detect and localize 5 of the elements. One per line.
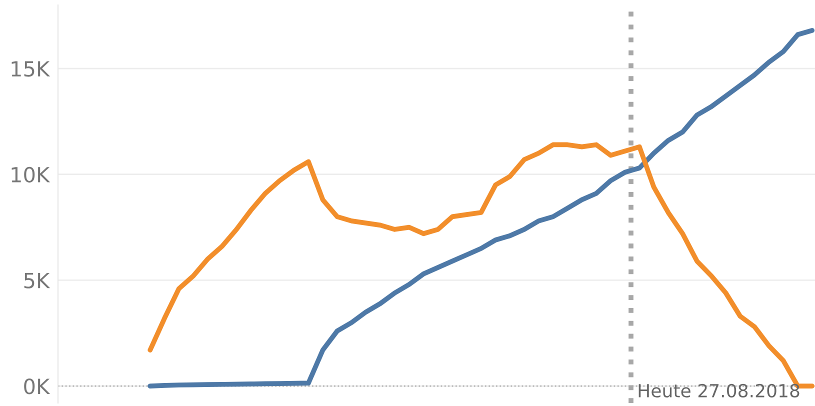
y-tick-label: 15K	[12, 61, 50, 77]
y-tick-label: 0K	[24, 378, 50, 394]
y-tick-label: 10K	[12, 166, 50, 183]
y-tick-label: 5K	[24, 272, 50, 288]
annotation: Heute 27.08.2018	[638, 384, 800, 398]
